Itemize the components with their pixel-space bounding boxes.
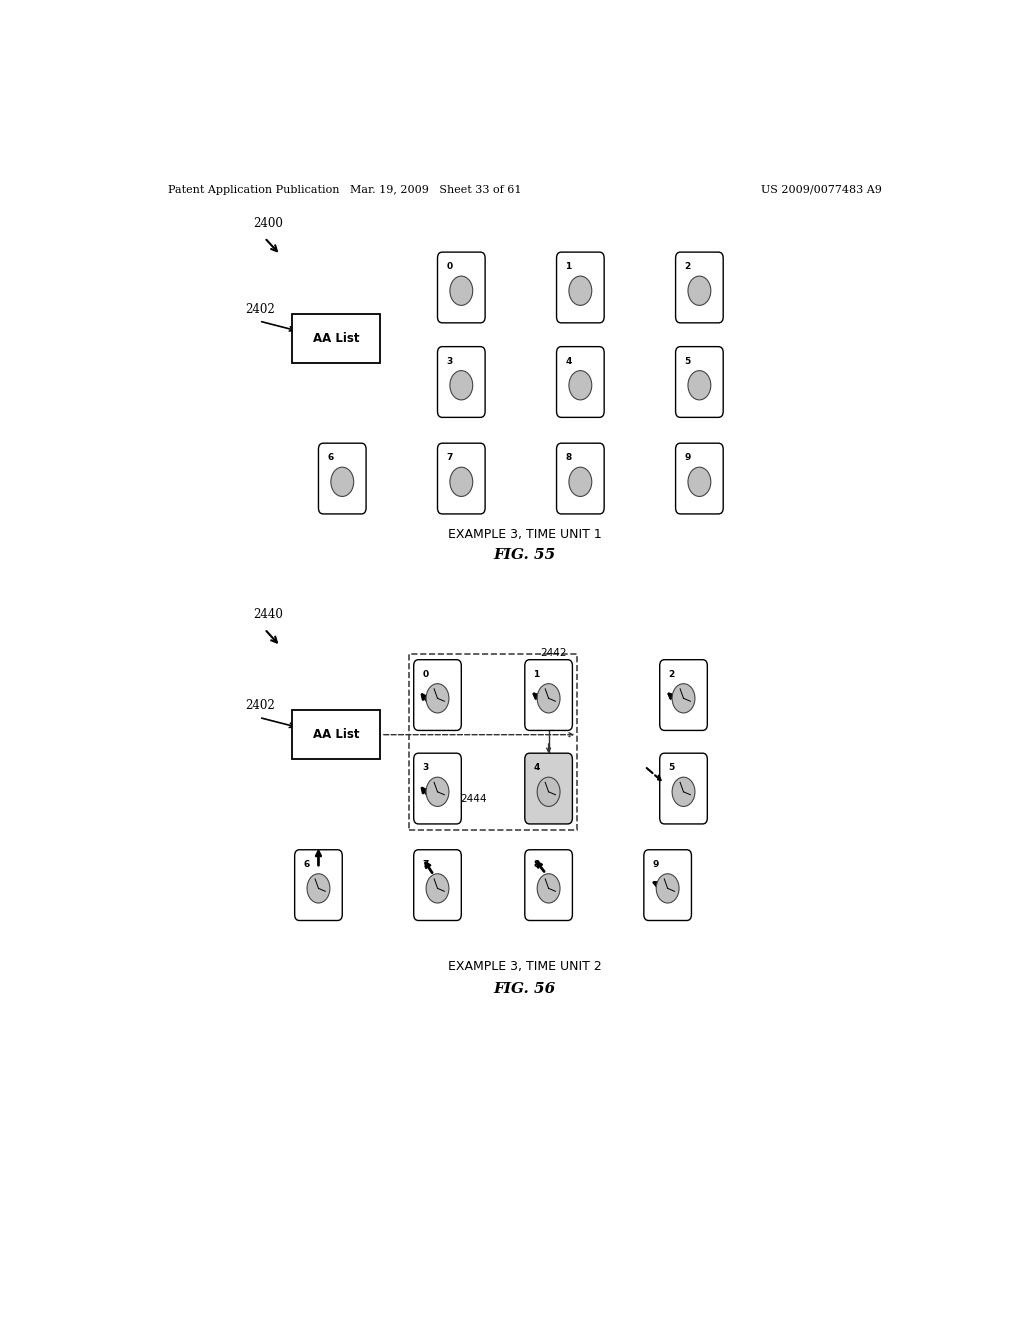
FancyBboxPatch shape [292, 314, 380, 363]
Circle shape [450, 371, 473, 400]
FancyBboxPatch shape [295, 850, 342, 920]
Text: 2: 2 [684, 263, 690, 272]
Text: 2442: 2442 [541, 648, 567, 657]
Text: 2444: 2444 [461, 793, 487, 804]
Text: EXAMPLE 3, TIME UNIT 1: EXAMPLE 3, TIME UNIT 1 [447, 528, 602, 541]
FancyBboxPatch shape [437, 347, 485, 417]
Text: 1: 1 [534, 669, 540, 678]
Text: 7: 7 [423, 859, 429, 869]
Circle shape [569, 276, 592, 305]
Circle shape [538, 874, 560, 903]
Text: 2402: 2402 [246, 304, 275, 315]
FancyBboxPatch shape [414, 850, 461, 920]
Text: EXAMPLE 3, TIME UNIT 2: EXAMPLE 3, TIME UNIT 2 [447, 960, 602, 973]
Circle shape [426, 777, 449, 807]
Text: Patent Application Publication   Mar. 19, 2009   Sheet 33 of 61: Patent Application Publication Mar. 19, … [168, 185, 521, 195]
Text: 2440: 2440 [253, 609, 284, 620]
FancyBboxPatch shape [676, 444, 723, 513]
Circle shape [450, 467, 473, 496]
FancyBboxPatch shape [437, 252, 485, 323]
Text: AA List: AA List [312, 729, 359, 742]
Text: 5: 5 [684, 356, 690, 366]
Text: 8: 8 [534, 859, 540, 869]
FancyBboxPatch shape [524, 660, 572, 730]
FancyBboxPatch shape [676, 347, 723, 417]
Text: 8: 8 [565, 453, 571, 462]
Text: 4: 4 [565, 356, 571, 366]
Circle shape [672, 684, 695, 713]
Text: 0: 0 [423, 669, 429, 678]
Text: 9: 9 [684, 453, 691, 462]
Circle shape [538, 684, 560, 713]
Circle shape [426, 684, 449, 713]
FancyBboxPatch shape [659, 754, 708, 824]
Text: 3: 3 [423, 763, 429, 772]
Circle shape [331, 467, 353, 496]
Circle shape [426, 874, 449, 903]
FancyBboxPatch shape [414, 660, 461, 730]
Circle shape [569, 467, 592, 496]
Text: FIG. 55: FIG. 55 [494, 548, 556, 562]
Text: 2402: 2402 [246, 700, 275, 713]
FancyBboxPatch shape [524, 850, 572, 920]
Circle shape [569, 371, 592, 400]
Text: 2400: 2400 [253, 216, 284, 230]
Text: 9: 9 [652, 859, 659, 869]
FancyBboxPatch shape [644, 850, 691, 920]
FancyBboxPatch shape [556, 347, 604, 417]
Circle shape [307, 874, 330, 903]
FancyBboxPatch shape [414, 754, 461, 824]
Text: 0: 0 [446, 263, 453, 272]
Text: 2: 2 [669, 669, 675, 678]
FancyBboxPatch shape [437, 444, 485, 513]
FancyBboxPatch shape [318, 444, 367, 513]
FancyBboxPatch shape [292, 710, 380, 759]
Circle shape [688, 276, 711, 305]
Text: 5: 5 [669, 763, 675, 772]
Text: FIG. 56: FIG. 56 [494, 982, 556, 995]
Circle shape [450, 276, 473, 305]
Text: 7: 7 [446, 453, 453, 462]
FancyBboxPatch shape [676, 252, 723, 323]
FancyBboxPatch shape [556, 252, 604, 323]
FancyBboxPatch shape [524, 754, 572, 824]
FancyBboxPatch shape [659, 660, 708, 730]
Text: 1: 1 [565, 263, 571, 272]
FancyBboxPatch shape [556, 444, 604, 513]
Circle shape [688, 467, 711, 496]
Text: 6: 6 [328, 453, 334, 462]
Text: 4: 4 [534, 763, 540, 772]
Circle shape [688, 371, 711, 400]
Text: 3: 3 [446, 356, 453, 366]
Circle shape [672, 777, 695, 807]
Circle shape [538, 777, 560, 807]
Circle shape [656, 874, 679, 903]
Text: US 2009/0077483 A9: US 2009/0077483 A9 [761, 185, 882, 195]
Text: AA List: AA List [312, 331, 359, 345]
Text: 6: 6 [303, 859, 309, 869]
